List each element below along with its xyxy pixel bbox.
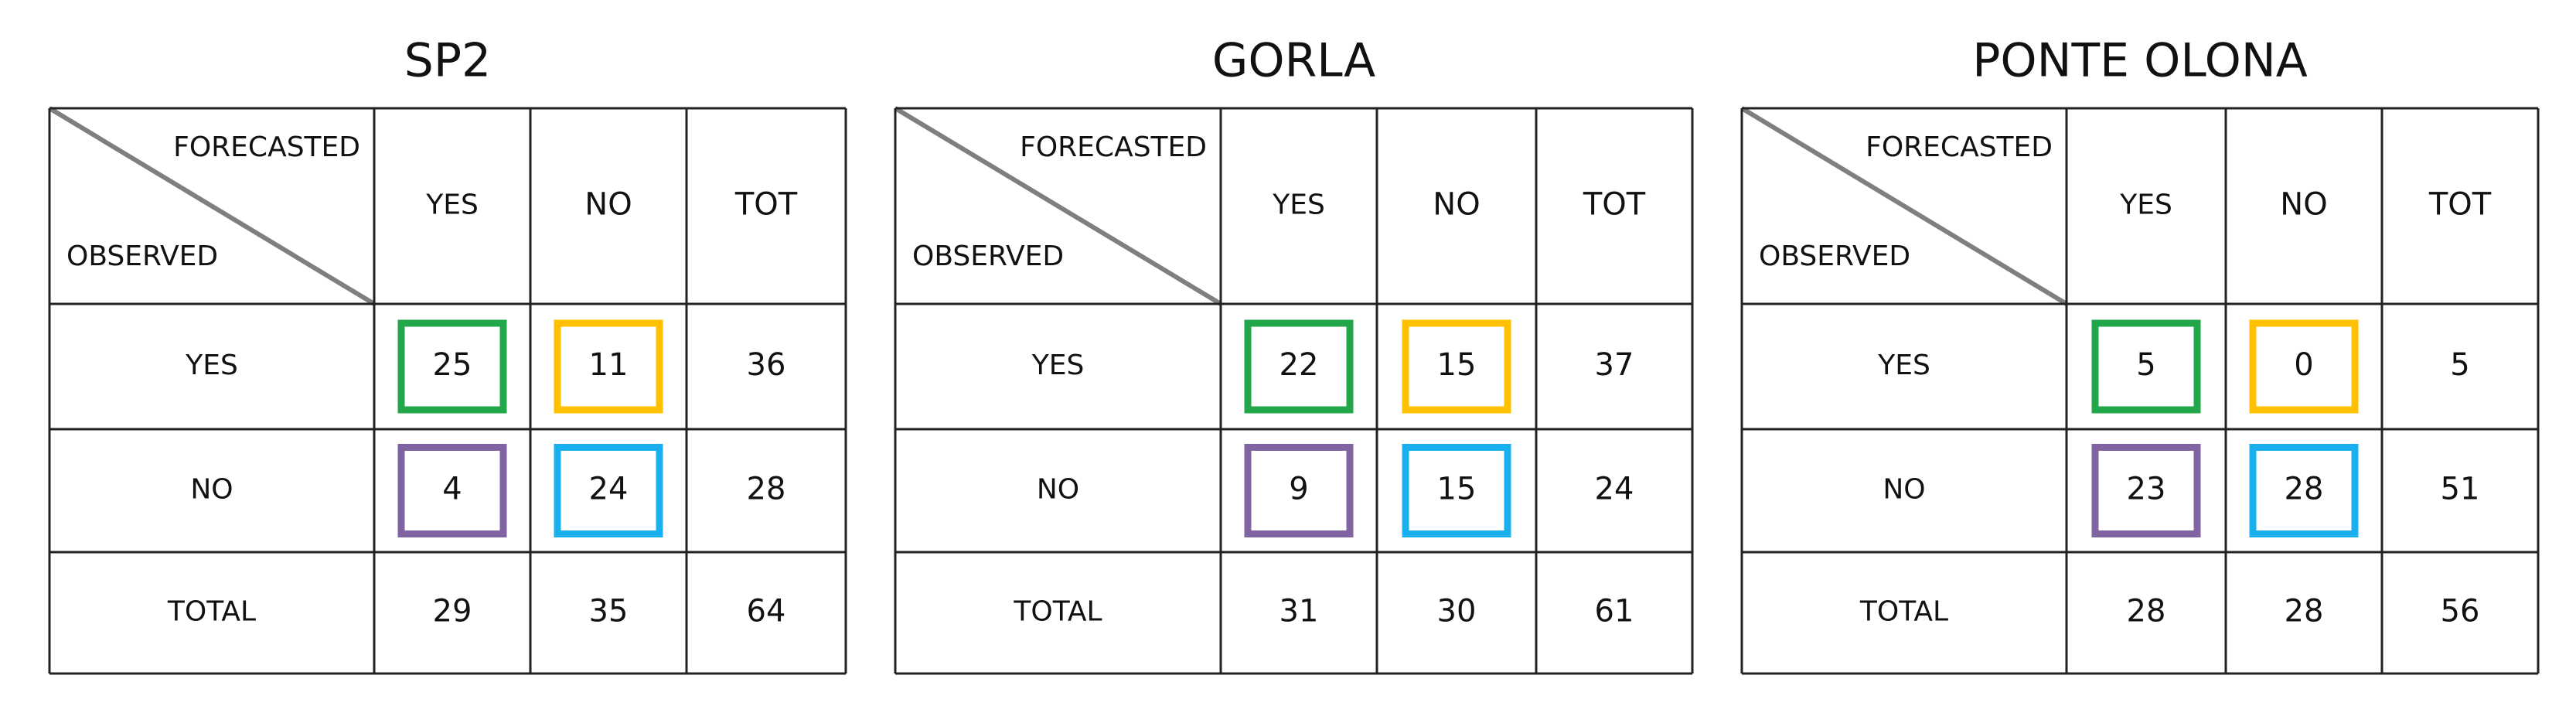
cell-value: 5 [2450, 347, 2469, 383]
cell-value: 61 [1595, 594, 1634, 629]
highlight-box [1402, 319, 1511, 414]
corner-top-label: FORECASTED [1020, 131, 1207, 163]
row-header: YES [1877, 350, 1930, 381]
corner-bottom-label: OBSERVED [66, 240, 218, 272]
row-header: NO [190, 474, 233, 506]
column-header: YES [2119, 189, 2172, 221]
corner-bottom-label: OBSERVED [912, 240, 1064, 272]
highlight-box [1244, 319, 1354, 414]
highlight-box [2249, 319, 2359, 414]
row-header: NO [1037, 474, 1079, 506]
highlight-box [397, 444, 507, 537]
highlight-box [2249, 444, 2359, 537]
corner-diagonal [1740, 106, 2068, 306]
cell-value: 29 [433, 594, 472, 629]
row-header: TOTAL [1859, 596, 1948, 628]
cell-value: 15 [1437, 347, 1477, 383]
row-header: YES [1031, 350, 1085, 381]
cell-value: 9 [1289, 472, 1308, 507]
highlight-box [1244, 444, 1354, 537]
cell-value: 28 [2285, 472, 2324, 507]
cell-value: 15 [1437, 472, 1477, 507]
cell-value: 4 [442, 472, 462, 507]
row-header: NO [1883, 474, 1925, 506]
highlight-box [2091, 319, 2201, 414]
cell-value: 24 [589, 472, 629, 507]
column-header: TOT [734, 187, 798, 223]
cell-value: 28 [2127, 594, 2166, 629]
highlight-box [397, 319, 507, 414]
row-header: YES [185, 350, 238, 381]
column-header: NO [584, 187, 632, 223]
row-header: TOTAL [1013, 596, 1102, 628]
cell-value: 28 [747, 472, 786, 507]
cell-value: 25 [433, 347, 472, 383]
cell-value: 37 [1595, 347, 1634, 383]
cell-value: 22 [1279, 347, 1319, 383]
column-header: YES [1272, 189, 1325, 221]
highlight-box [1402, 444, 1511, 537]
row-header: TOTAL [167, 596, 256, 628]
highlight-box [2091, 444, 2201, 537]
cell-value: 30 [1437, 594, 1477, 629]
highlight-box [554, 444, 663, 537]
corner-diagonal [48, 106, 376, 306]
corner-top-label: FORECASTED [173, 131, 360, 163]
table-title: PONTE OLONA [1972, 34, 2308, 88]
column-header: YES [425, 189, 479, 221]
cell-value: 35 [589, 594, 629, 629]
column-header: TOT [1583, 187, 1646, 223]
cell-value: 28 [2285, 594, 2324, 629]
cell-value: 36 [747, 347, 786, 383]
cell-value: 5 [2136, 347, 2155, 383]
cell-value: 11 [589, 347, 629, 383]
column-header: NO [1433, 187, 1480, 223]
column-header: NO [2280, 187, 2327, 223]
cell-value: 56 [2441, 594, 2480, 629]
cell-value: 0 [2294, 347, 2313, 383]
cell-value: 24 [1595, 472, 1634, 507]
cell-value: 23 [2127, 472, 2166, 507]
cell-value: 31 [1279, 594, 1319, 629]
corner-diagonal [894, 106, 1222, 306]
corner-top-label: FORECASTED [1866, 131, 2053, 163]
corner-bottom-label: OBSERVED [1759, 240, 1910, 272]
cell-value: 51 [2441, 472, 2480, 507]
column-header: TOT [2428, 187, 2492, 223]
table-title: SP2 [404, 34, 491, 88]
highlight-box [554, 319, 663, 414]
table-title: GORLA [1212, 34, 1375, 88]
cell-value: 64 [747, 594, 786, 629]
